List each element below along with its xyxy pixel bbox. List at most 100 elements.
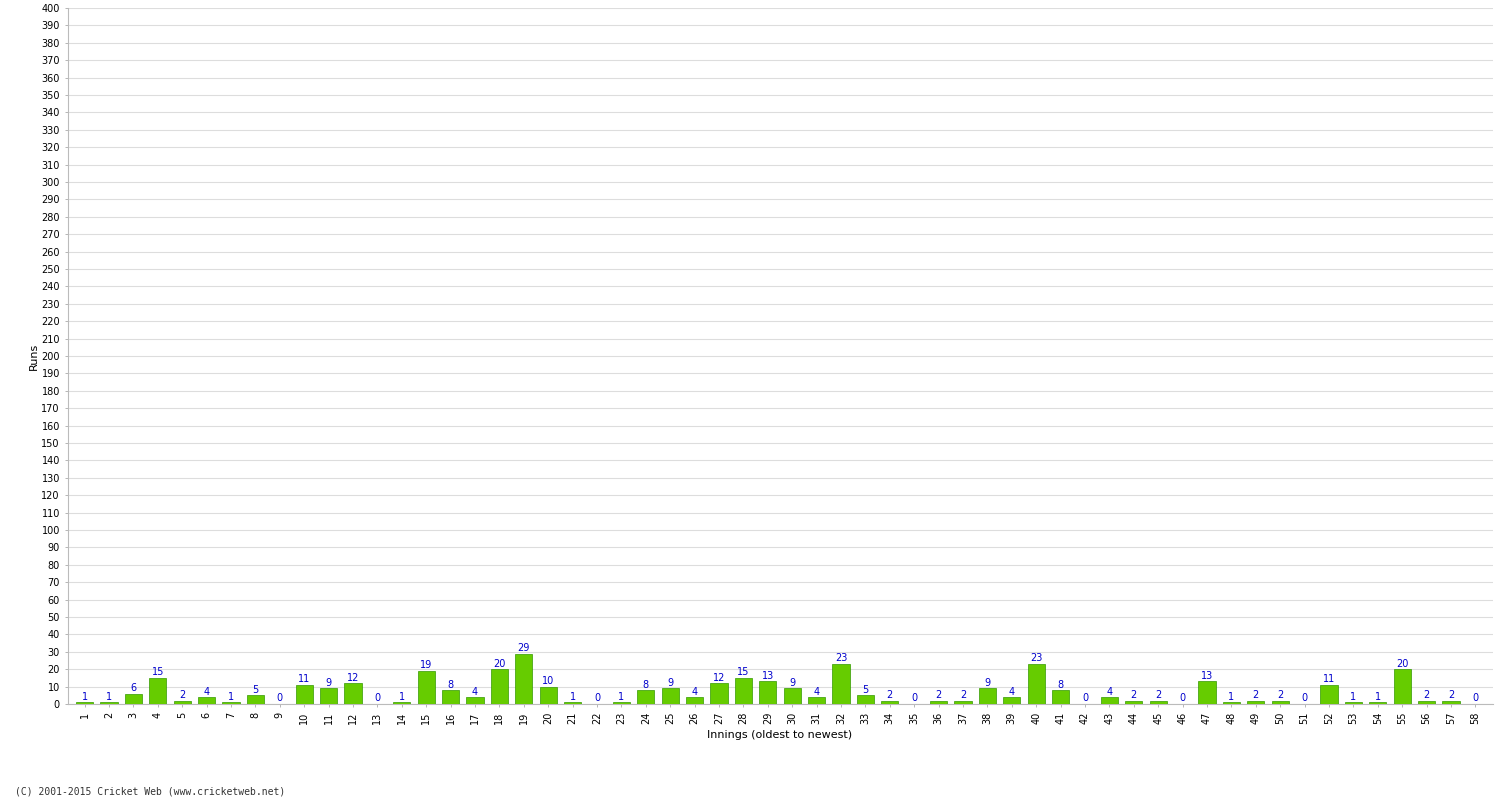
Text: 9: 9 bbox=[789, 678, 795, 688]
Text: 0: 0 bbox=[1082, 693, 1088, 703]
Text: 19: 19 bbox=[420, 661, 432, 670]
Text: 0: 0 bbox=[1179, 693, 1185, 703]
Text: 0: 0 bbox=[1302, 693, 1308, 703]
Text: 15: 15 bbox=[736, 667, 750, 678]
Text: 9: 9 bbox=[668, 678, 674, 688]
Text: 5: 5 bbox=[252, 685, 258, 694]
Text: 2: 2 bbox=[1276, 690, 1284, 700]
Bar bbox=[783, 688, 801, 704]
Bar bbox=[1028, 664, 1044, 704]
Bar bbox=[1052, 690, 1070, 704]
Bar bbox=[540, 686, 556, 704]
Text: 0: 0 bbox=[1473, 693, 1479, 703]
Text: 2: 2 bbox=[960, 690, 966, 700]
Bar bbox=[490, 669, 508, 704]
Text: 4: 4 bbox=[472, 686, 478, 697]
Bar bbox=[833, 664, 849, 704]
Bar bbox=[808, 697, 825, 704]
Bar bbox=[124, 694, 142, 704]
Bar bbox=[1272, 701, 1288, 704]
Text: (C) 2001-2015 Cricket Web (www.cricketweb.net): (C) 2001-2015 Cricket Web (www.cricketwe… bbox=[15, 786, 285, 796]
Text: 1: 1 bbox=[618, 692, 624, 702]
Bar bbox=[442, 690, 459, 704]
Bar bbox=[1198, 682, 1215, 704]
Bar bbox=[248, 695, 264, 704]
Bar bbox=[759, 682, 777, 704]
Bar bbox=[1418, 701, 1436, 704]
Text: 8: 8 bbox=[1058, 679, 1064, 690]
Text: 4: 4 bbox=[204, 686, 210, 697]
Text: 4: 4 bbox=[1008, 686, 1016, 697]
Bar bbox=[296, 685, 312, 704]
Bar bbox=[1370, 702, 1386, 704]
Bar bbox=[1004, 697, 1020, 704]
Text: 2: 2 bbox=[1252, 690, 1258, 700]
Text: 23: 23 bbox=[836, 654, 848, 663]
Text: 1: 1 bbox=[399, 692, 405, 702]
Bar bbox=[1443, 701, 1460, 704]
Text: 1: 1 bbox=[106, 692, 112, 702]
Text: 12: 12 bbox=[712, 673, 724, 682]
Text: 11: 11 bbox=[1323, 674, 1335, 684]
Text: 1: 1 bbox=[1376, 692, 1382, 702]
X-axis label: Innings (oldest to newest): Innings (oldest to newest) bbox=[708, 730, 852, 740]
Bar bbox=[662, 688, 678, 704]
Bar bbox=[100, 702, 117, 704]
Bar bbox=[614, 702, 630, 704]
Bar bbox=[564, 702, 580, 704]
Bar bbox=[882, 701, 898, 704]
Text: 20: 20 bbox=[1396, 658, 1408, 669]
Text: 0: 0 bbox=[594, 693, 600, 703]
Text: 8: 8 bbox=[447, 679, 453, 690]
Text: 4: 4 bbox=[692, 686, 698, 697]
Bar bbox=[148, 678, 166, 704]
Text: 13: 13 bbox=[1202, 671, 1214, 681]
Bar bbox=[222, 702, 240, 704]
Text: 9: 9 bbox=[984, 678, 990, 688]
Bar bbox=[1222, 702, 1240, 704]
Bar bbox=[686, 697, 703, 704]
Bar bbox=[516, 654, 532, 704]
Bar bbox=[417, 671, 435, 704]
Bar bbox=[174, 701, 190, 704]
Bar bbox=[954, 701, 972, 704]
Text: 15: 15 bbox=[152, 667, 164, 678]
Text: 2: 2 bbox=[1155, 690, 1161, 700]
Text: 1: 1 bbox=[228, 692, 234, 702]
Text: 2: 2 bbox=[886, 690, 892, 700]
Text: 8: 8 bbox=[642, 679, 650, 690]
Bar bbox=[1394, 669, 1411, 704]
Text: 12: 12 bbox=[346, 673, 358, 682]
Text: 2: 2 bbox=[1131, 690, 1137, 700]
Bar bbox=[1320, 685, 1338, 704]
Text: 2: 2 bbox=[178, 690, 186, 700]
Bar bbox=[735, 678, 752, 704]
Text: 0: 0 bbox=[276, 693, 284, 703]
Text: 6: 6 bbox=[130, 683, 136, 693]
Text: 20: 20 bbox=[494, 658, 506, 669]
Bar bbox=[1125, 701, 1143, 704]
Bar bbox=[930, 701, 946, 704]
Text: 4: 4 bbox=[1107, 686, 1113, 697]
Text: 2: 2 bbox=[1448, 690, 1454, 700]
Bar bbox=[466, 697, 483, 704]
Bar bbox=[711, 683, 728, 704]
Text: 10: 10 bbox=[542, 676, 555, 686]
Text: 5: 5 bbox=[862, 685, 868, 694]
Y-axis label: Runs: Runs bbox=[28, 342, 39, 370]
Text: 1: 1 bbox=[81, 692, 87, 702]
Text: 1: 1 bbox=[570, 692, 576, 702]
Bar bbox=[393, 702, 411, 704]
Bar bbox=[1101, 697, 1118, 704]
Bar bbox=[345, 683, 362, 704]
Text: 13: 13 bbox=[762, 671, 774, 681]
Bar bbox=[980, 688, 996, 704]
Text: 0: 0 bbox=[910, 693, 918, 703]
Bar bbox=[1149, 701, 1167, 704]
Text: 1: 1 bbox=[1350, 692, 1356, 702]
Bar bbox=[320, 688, 338, 704]
Text: 2: 2 bbox=[936, 690, 942, 700]
Bar bbox=[1346, 702, 1362, 704]
Text: 0: 0 bbox=[375, 693, 381, 703]
Text: 4: 4 bbox=[813, 686, 819, 697]
